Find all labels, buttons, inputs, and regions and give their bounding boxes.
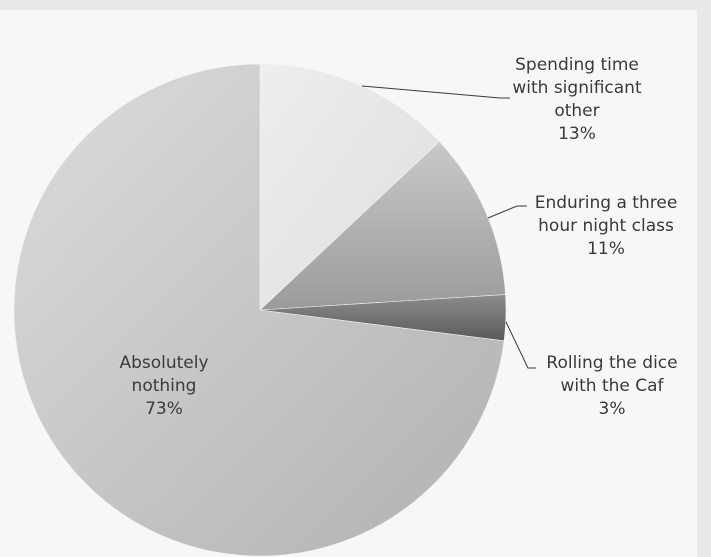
slice-category-label: with the Caf — [560, 376, 664, 396]
slice-category-label: hour night class — [538, 216, 674, 236]
slice-category-label: Rolling the dice — [546, 353, 677, 373]
pie-slice — [259, 141, 506, 311]
slice-category-label: Enduring a three — [535, 193, 678, 213]
slice-category-label: Absolutely — [119, 353, 208, 373]
pie-slice — [13, 63, 505, 557]
leader-line — [505, 321, 536, 369]
slice-value-label: 73% — [145, 399, 183, 419]
slice-value-label: 11% — [587, 239, 625, 259]
leader-line — [361, 85, 510, 99]
slice-value-label: 3% — [599, 399, 626, 419]
slice-category-label: nothing — [132, 376, 197, 396]
slice-category-label: with significant — [512, 78, 642, 98]
pie-slice — [259, 63, 440, 311]
slice-value-label: 13% — [558, 124, 596, 144]
slice-category-label: Spending time — [515, 55, 639, 75]
leader-line — [487, 205, 527, 219]
slice-category-label: other — [554, 101, 599, 121]
